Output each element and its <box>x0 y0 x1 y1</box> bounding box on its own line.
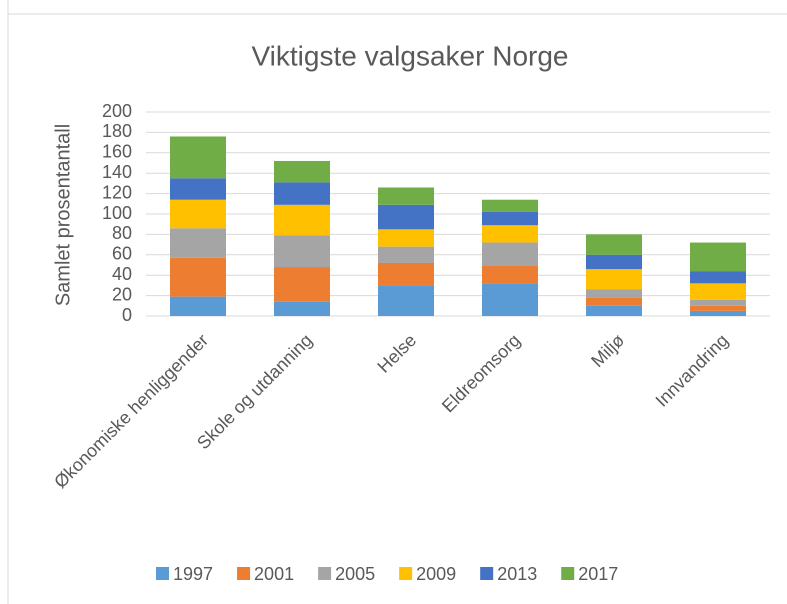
bar-segment <box>170 136 226 179</box>
y-tick-label: 100 <box>102 203 132 223</box>
bar-segment <box>170 257 226 297</box>
bar-segment <box>274 301 330 316</box>
y-tick-label: 20 <box>112 284 132 304</box>
bar-segment <box>586 305 642 316</box>
bar-segment <box>274 182 330 205</box>
bar-segment <box>586 269 642 290</box>
bar-segment <box>586 289 642 298</box>
y-tick-label: 180 <box>102 121 132 141</box>
bar-segment <box>586 234 642 255</box>
bar-segment <box>170 199 226 229</box>
bar-segment <box>690 271 746 284</box>
bar-segment <box>378 285 434 316</box>
legend-swatch <box>318 567 332 580</box>
legend-swatch <box>237 567 251 580</box>
legend-label: 2017 <box>578 564 618 584</box>
bar-segment <box>690 242 746 272</box>
bar-segment <box>482 266 538 284</box>
legend-swatch <box>399 567 413 580</box>
legend-label: 2009 <box>416 564 456 584</box>
y-axis-title: Samlet prosentantall <box>52 124 74 306</box>
chart-title: Viktigste valgsaker Norge <box>252 40 569 71</box>
bar-segment <box>378 187 434 205</box>
bar-segment <box>170 178 226 200</box>
y-tick-label: 0 <box>122 305 132 325</box>
bar-segment <box>170 228 226 258</box>
bar-segment <box>586 254 642 270</box>
bar-segment <box>274 235 330 268</box>
y-tick-label: 140 <box>102 162 132 182</box>
y-tick-label: 160 <box>102 142 132 162</box>
bar-segment <box>274 204 330 236</box>
bar-segment <box>690 283 746 300</box>
bar-segment <box>482 199 538 212</box>
y-tick-label: 200 <box>102 101 132 121</box>
legend-swatch <box>480 567 494 580</box>
bar-segment <box>586 297 642 306</box>
bar-segment <box>690 305 746 311</box>
bar-segment <box>482 225 538 243</box>
bar-segment <box>378 204 434 230</box>
bar-segment <box>378 246 434 263</box>
y-tick-label: 80 <box>112 223 132 243</box>
bar-segment <box>690 310 746 316</box>
y-tick-label: 120 <box>102 182 132 202</box>
bar-segment <box>274 267 330 302</box>
legend-label: 1997 <box>173 564 213 584</box>
bar-segment <box>378 262 434 286</box>
legend-label: 2005 <box>335 564 375 584</box>
legend-swatch <box>156 567 169 580</box>
bar-segment <box>170 296 226 316</box>
y-tick-label: 60 <box>112 244 132 264</box>
y-tick-label: 40 <box>112 264 132 284</box>
bar-segment <box>378 229 434 247</box>
bar-segment <box>482 242 538 267</box>
bar-segment <box>274 160 330 183</box>
bar-segment <box>482 211 538 226</box>
legend-label: 2013 <box>497 564 537 584</box>
legend-swatch <box>561 567 575 580</box>
bar-segment <box>482 283 538 316</box>
legend-label: 2001 <box>254 564 294 584</box>
bar-segment <box>690 299 746 306</box>
